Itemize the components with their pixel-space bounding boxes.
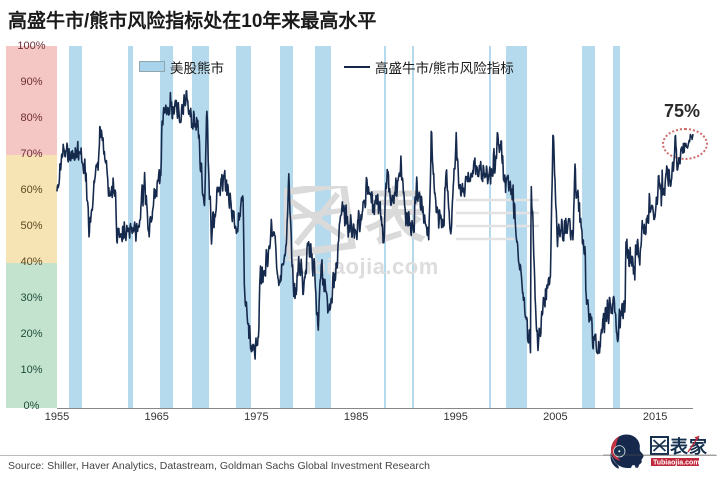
svg-text:Tubiaojia.com: Tubiaojia.com bbox=[653, 460, 700, 467]
svg-text:表: 表 bbox=[670, 436, 689, 457]
